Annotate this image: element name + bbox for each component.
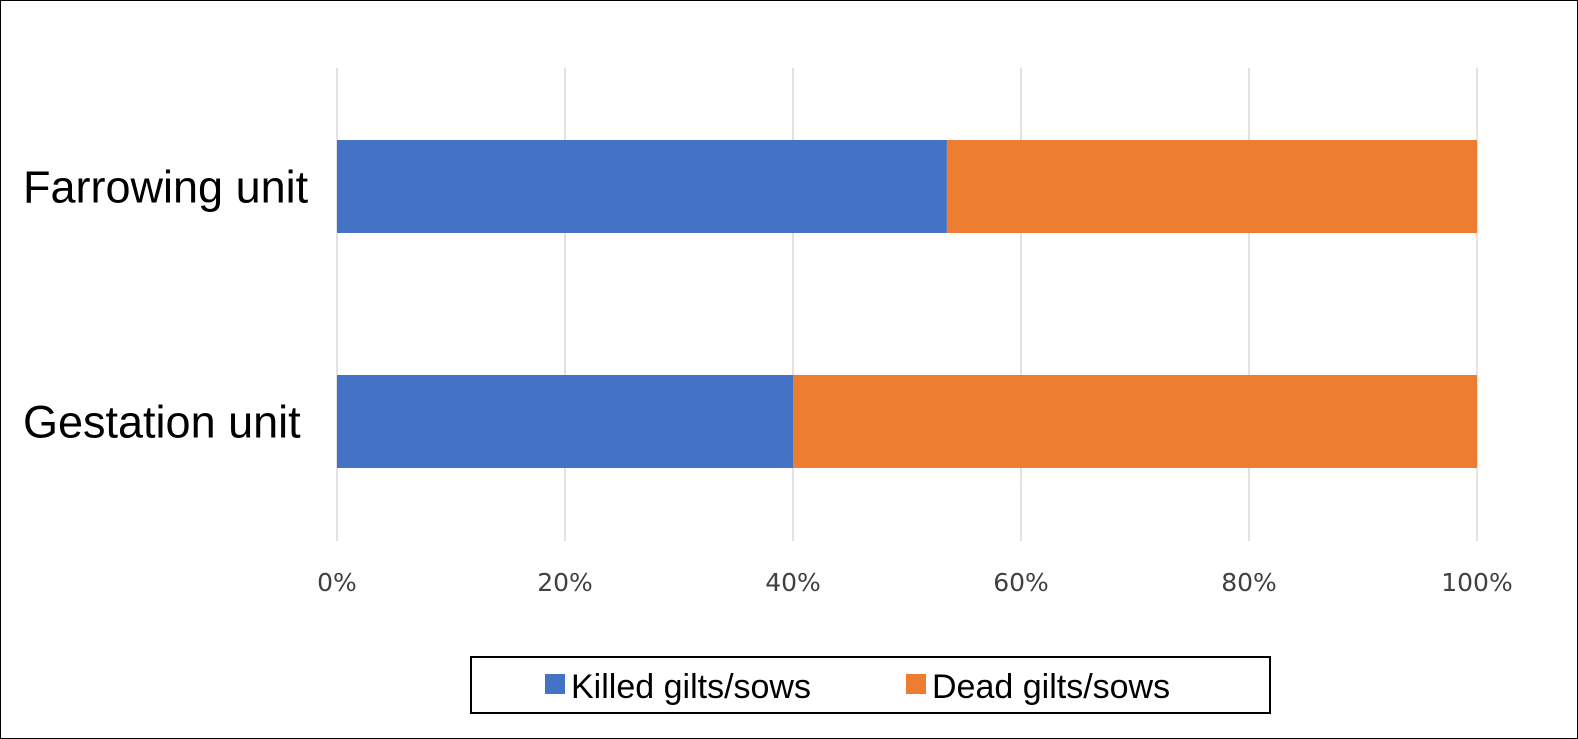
x-tick-label: 80%	[1221, 568, 1277, 597]
x-tick-label: 0%	[317, 568, 357, 597]
legend: Killed gilts/sows Dead gilts/sows	[470, 656, 1271, 714]
legend-box	[470, 656, 1271, 714]
category-label: Gestation unit	[23, 397, 301, 448]
bar-dead-gestation	[793, 375, 1477, 468]
gridlines	[336, 68, 1478, 541]
legend-swatch	[545, 674, 565, 694]
legend-swatch	[906, 674, 926, 694]
x-axis-tick-labels: 0% 20% 40% 60% 80% 100%	[317, 568, 1513, 597]
bar-killed-farrowing	[337, 140, 947, 233]
bar-dead-farrowing	[946, 140, 1477, 233]
category-label: Farrowing unit	[23, 162, 309, 213]
x-tick-label: 100%	[1441, 568, 1512, 597]
bars	[337, 140, 1477, 468]
x-tick-label: 60%	[993, 568, 1049, 597]
category-labels: Farrowing unit Gestation unit	[23, 162, 309, 448]
legend-label: Killed gilts/sows	[571, 668, 811, 706]
x-tick-label: 40%	[765, 568, 821, 597]
x-tick-label: 20%	[537, 568, 593, 597]
legend-label: Dead gilts/sows	[932, 668, 1170, 706]
bar-killed-gestation	[337, 375, 793, 468]
